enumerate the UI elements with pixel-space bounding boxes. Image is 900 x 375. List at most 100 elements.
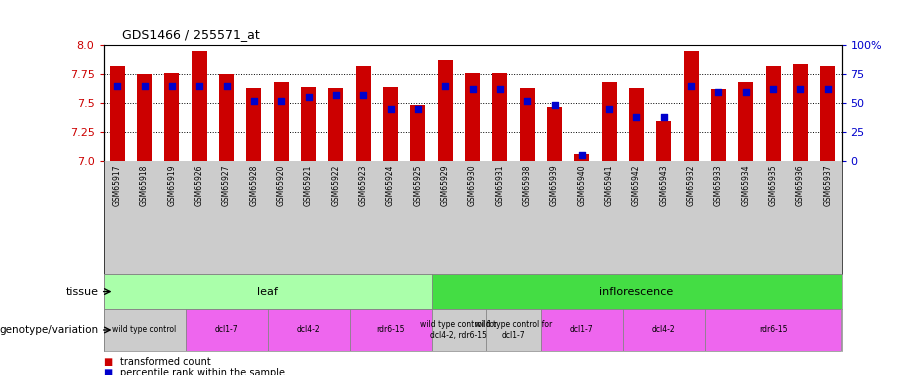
Point: [574, 153, 589, 159]
Text: GSM65938: GSM65938: [523, 165, 532, 206]
Point: [684, 83, 698, 89]
Bar: [541, 309, 623, 351]
Text: GSM65939: GSM65939: [550, 165, 559, 206]
Bar: [267, 309, 349, 351]
Bar: [601, 82, 617, 161]
Point: [410, 106, 425, 112]
Bar: [383, 87, 398, 161]
Bar: [766, 66, 780, 161]
Point: [766, 86, 780, 92]
Bar: [104, 274, 431, 309]
Bar: [104, 309, 185, 351]
Text: percentile rank within the sample: percentile rank within the sample: [120, 368, 284, 375]
Text: GSM65940: GSM65940: [577, 165, 586, 206]
Text: dcl4-2: dcl4-2: [297, 326, 320, 334]
Bar: [328, 88, 344, 161]
Text: GSM65941: GSM65941: [605, 165, 614, 206]
Bar: [349, 309, 431, 351]
Text: wild type control for
dcl4-2, rdr6-15: wild type control for dcl4-2, rdr6-15: [420, 320, 498, 340]
Bar: [684, 51, 698, 161]
Text: GSM65936: GSM65936: [796, 165, 805, 206]
Point: [138, 83, 152, 89]
Bar: [410, 105, 426, 161]
Point: [739, 88, 753, 94]
Bar: [165, 73, 179, 161]
Text: GSM65925: GSM65925: [413, 165, 422, 206]
Point: [274, 98, 288, 104]
Point: [492, 86, 507, 92]
Text: GSM65922: GSM65922: [331, 165, 340, 206]
Bar: [247, 88, 261, 161]
Text: genotype/variation: genotype/variation: [0, 325, 99, 335]
Text: GSM65927: GSM65927: [222, 165, 231, 206]
Bar: [437, 60, 453, 161]
Point: [438, 83, 453, 89]
Text: GSM65920: GSM65920: [276, 165, 285, 206]
Bar: [656, 121, 671, 161]
Bar: [793, 64, 808, 161]
Point: [547, 102, 562, 108]
Bar: [629, 88, 644, 161]
Text: GSM65930: GSM65930: [468, 165, 477, 206]
Point: [383, 106, 398, 112]
Point: [247, 98, 261, 104]
Text: wild type control: wild type control: [112, 326, 176, 334]
Text: rdr6-15: rdr6-15: [376, 326, 405, 334]
Bar: [486, 309, 541, 351]
Point: [165, 83, 179, 89]
Bar: [492, 73, 508, 161]
Bar: [356, 66, 371, 161]
Text: dcl1-7: dcl1-7: [215, 326, 238, 334]
Point: [520, 98, 535, 104]
Point: [465, 86, 480, 92]
Bar: [185, 309, 267, 351]
Text: transformed count: transformed count: [120, 357, 211, 367]
Text: wild type control for
dcl1-7: wild type control for dcl1-7: [475, 320, 552, 340]
Bar: [465, 73, 480, 161]
Text: dcl4-2: dcl4-2: [652, 326, 676, 334]
Text: GSM65933: GSM65933: [714, 165, 723, 206]
Text: ■: ■: [104, 368, 112, 375]
Bar: [547, 106, 562, 161]
Text: GSM65931: GSM65931: [495, 165, 504, 206]
Bar: [219, 74, 234, 161]
Bar: [110, 66, 125, 161]
Bar: [574, 154, 590, 161]
Text: GSM65924: GSM65924: [386, 165, 395, 206]
Text: GDS1466 / 255571_at: GDS1466 / 255571_at: [122, 28, 259, 41]
Text: dcl1-7: dcl1-7: [570, 326, 594, 334]
Text: GSM65929: GSM65929: [441, 165, 450, 206]
Bar: [705, 309, 842, 351]
Point: [302, 94, 316, 100]
Text: GSM65937: GSM65937: [824, 165, 832, 206]
Point: [328, 92, 343, 98]
Text: GSM65935: GSM65935: [769, 165, 778, 206]
Text: GSM65923: GSM65923: [359, 165, 368, 206]
Bar: [431, 274, 842, 309]
Point: [220, 83, 234, 89]
Text: GSM65943: GSM65943: [660, 165, 669, 206]
Text: tissue: tissue: [66, 286, 99, 297]
Point: [192, 83, 206, 89]
Point: [110, 83, 124, 89]
Bar: [623, 309, 705, 351]
Text: GSM65921: GSM65921: [304, 165, 313, 206]
Point: [821, 86, 835, 92]
Text: leaf: leaf: [257, 286, 278, 297]
Text: GSM65934: GSM65934: [742, 165, 751, 206]
Point: [602, 106, 616, 112]
Point: [657, 114, 671, 120]
Text: GSM65919: GSM65919: [167, 165, 176, 206]
Text: GSM65942: GSM65942: [632, 165, 641, 206]
Bar: [820, 66, 835, 161]
Bar: [711, 89, 726, 161]
Text: rdr6-15: rdr6-15: [759, 326, 788, 334]
Text: inflorescence: inflorescence: [599, 286, 673, 297]
Text: ■: ■: [104, 357, 112, 367]
Point: [793, 86, 807, 92]
Point: [629, 114, 643, 120]
Point: [356, 92, 371, 98]
Bar: [137, 74, 152, 161]
Bar: [274, 82, 289, 161]
Text: GSM65932: GSM65932: [687, 165, 696, 206]
